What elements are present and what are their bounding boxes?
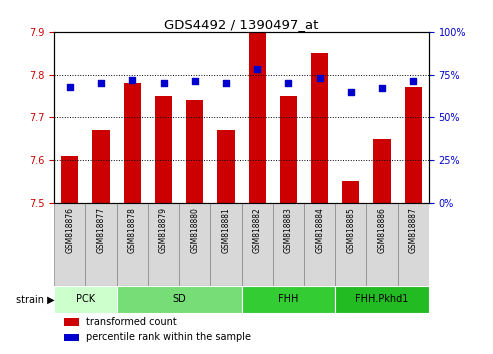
Point bbox=[66, 84, 74, 89]
Point bbox=[160, 80, 168, 86]
Point bbox=[191, 79, 199, 84]
Text: FHH: FHH bbox=[278, 295, 299, 304]
Point bbox=[378, 85, 386, 91]
Bar bbox=[93, 130, 109, 203]
Bar bbox=[64, 334, 79, 341]
Bar bbox=[117, 203, 148, 286]
Text: strain ▶: strain ▶ bbox=[16, 295, 54, 304]
Bar bbox=[124, 83, 141, 203]
Bar bbox=[211, 203, 242, 286]
Point bbox=[316, 75, 323, 81]
Text: GSM818884: GSM818884 bbox=[315, 207, 324, 253]
Bar bbox=[54, 286, 117, 313]
Bar bbox=[242, 203, 273, 286]
Text: GSM818887: GSM818887 bbox=[409, 207, 418, 253]
Point bbox=[97, 80, 105, 86]
Bar bbox=[280, 96, 297, 203]
Text: percentile rank within the sample: percentile rank within the sample bbox=[86, 332, 251, 342]
Point bbox=[253, 67, 261, 72]
Bar bbox=[342, 181, 359, 203]
Bar bbox=[117, 286, 242, 313]
Text: GSM818883: GSM818883 bbox=[284, 207, 293, 253]
Text: FHH.Pkhd1: FHH.Pkhd1 bbox=[355, 295, 409, 304]
Bar bbox=[179, 203, 211, 286]
Bar bbox=[85, 203, 117, 286]
Bar bbox=[366, 203, 398, 286]
Bar bbox=[273, 203, 304, 286]
Bar bbox=[248, 32, 266, 203]
Bar bbox=[304, 203, 335, 286]
Bar bbox=[405, 87, 422, 203]
Bar bbox=[335, 286, 429, 313]
Text: GSM818880: GSM818880 bbox=[190, 207, 199, 253]
Bar bbox=[398, 203, 429, 286]
Bar bbox=[64, 318, 79, 326]
Title: GDS4492 / 1390497_at: GDS4492 / 1390497_at bbox=[164, 18, 319, 31]
Point bbox=[347, 89, 355, 95]
Point bbox=[222, 80, 230, 86]
Bar bbox=[242, 286, 335, 313]
Text: transformed count: transformed count bbox=[86, 317, 177, 327]
Text: GSM818877: GSM818877 bbox=[97, 207, 106, 253]
Bar bbox=[54, 203, 85, 286]
Text: SD: SD bbox=[172, 295, 186, 304]
Text: GSM818878: GSM818878 bbox=[128, 207, 137, 253]
Bar bbox=[61, 156, 78, 203]
Bar bbox=[155, 96, 172, 203]
Bar bbox=[311, 53, 328, 203]
Bar bbox=[148, 203, 179, 286]
Text: GSM818882: GSM818882 bbox=[253, 207, 262, 253]
Point bbox=[128, 77, 136, 82]
Text: GSM818886: GSM818886 bbox=[378, 207, 387, 253]
Point bbox=[284, 80, 292, 86]
Bar bbox=[186, 100, 203, 203]
Text: GSM818885: GSM818885 bbox=[347, 207, 355, 253]
Bar bbox=[217, 130, 235, 203]
Bar bbox=[335, 203, 366, 286]
Text: GSM818881: GSM818881 bbox=[221, 207, 230, 253]
Text: GSM818876: GSM818876 bbox=[66, 207, 74, 253]
Point bbox=[409, 79, 417, 84]
Bar bbox=[374, 139, 390, 203]
Text: PCK: PCK bbox=[76, 295, 95, 304]
Text: GSM818879: GSM818879 bbox=[159, 207, 168, 253]
